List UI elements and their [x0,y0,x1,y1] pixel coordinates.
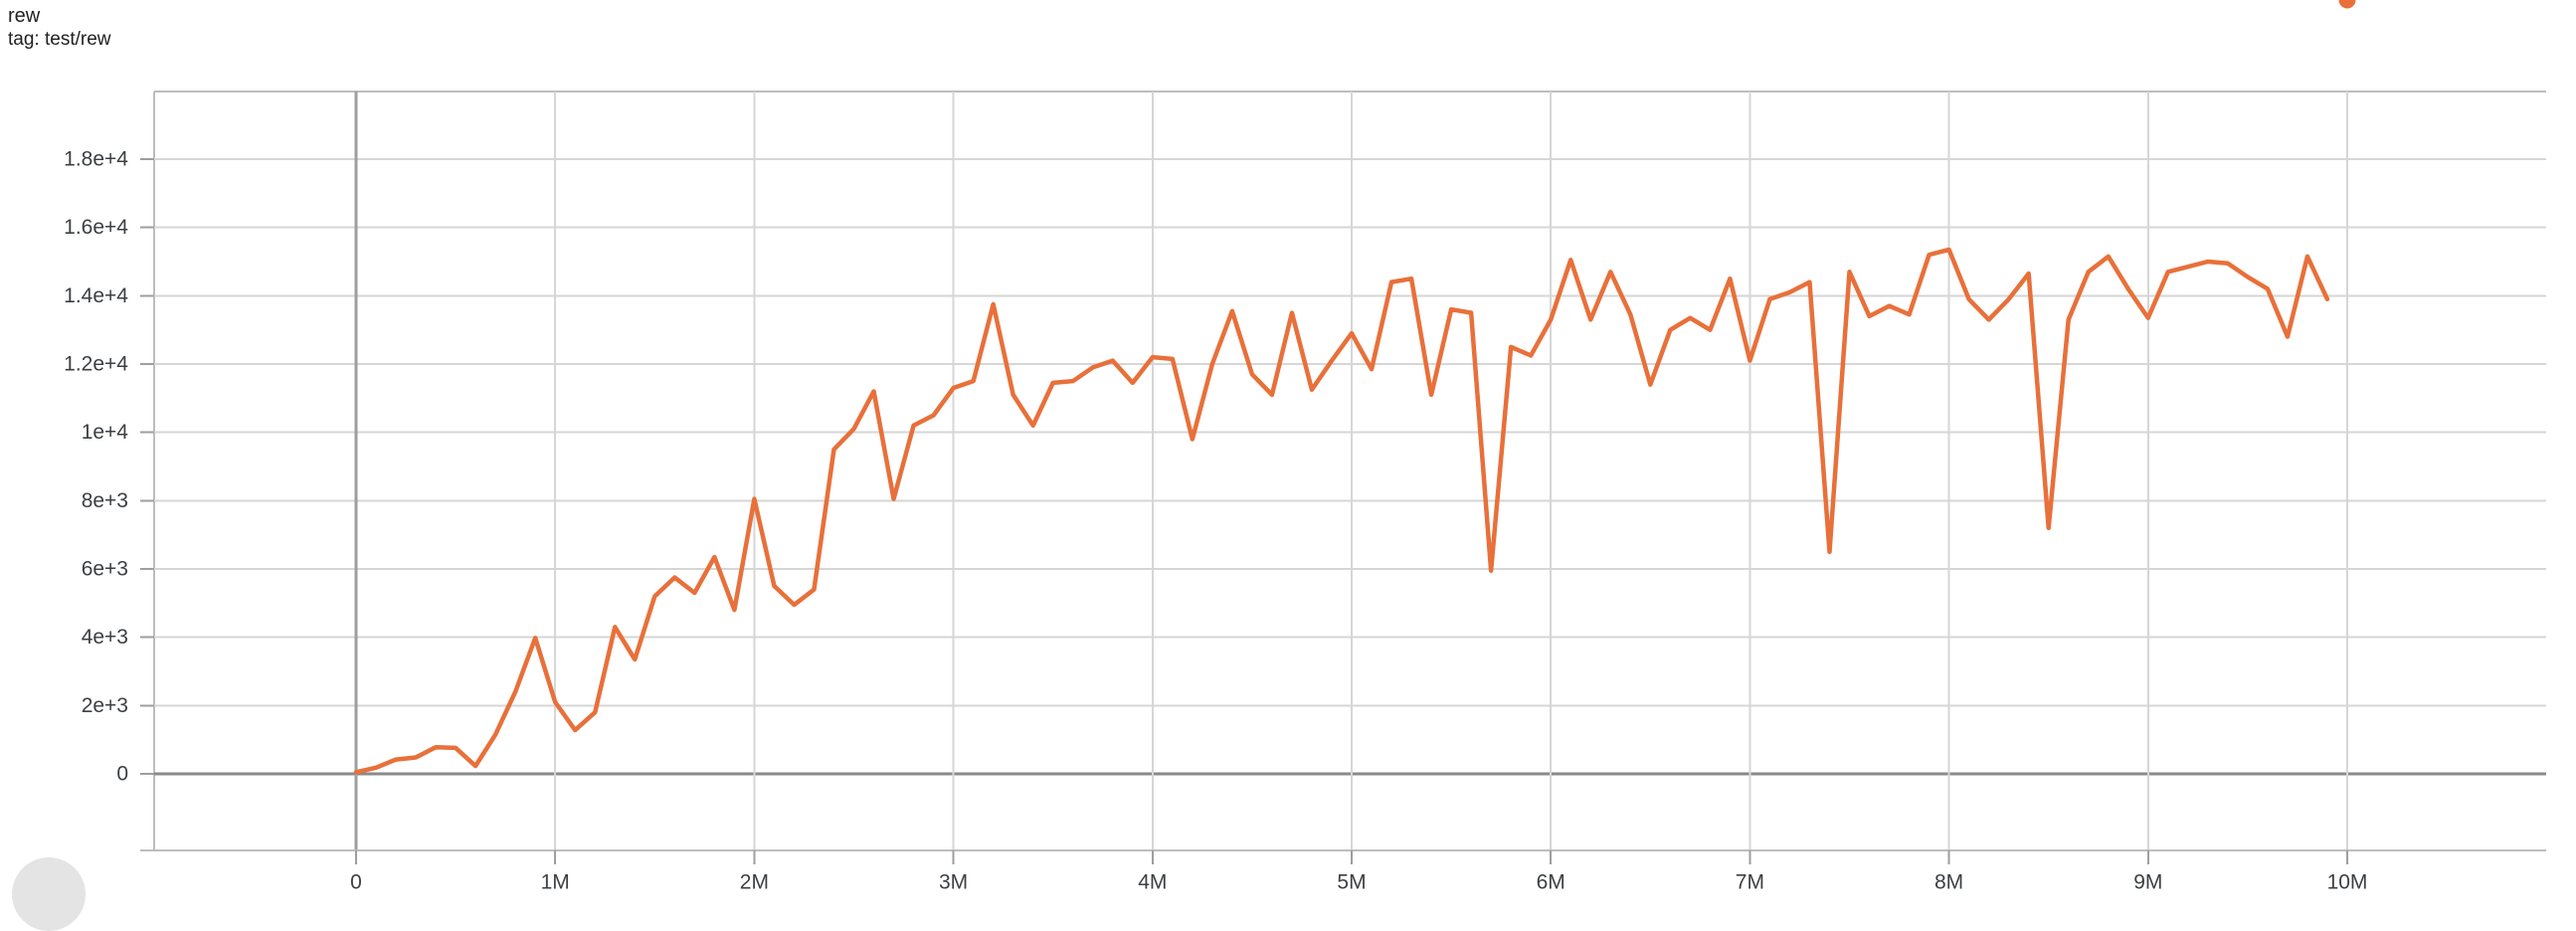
page-title: rew [8,5,41,27]
x-axis-tick-label: 8M [1934,870,1963,893]
y-axis-tick-label: 1e+4 [82,421,129,444]
series-last-point-marker[interactable] [2338,0,2356,9]
floating-action-button[interactable] [12,857,86,931]
x-axis-tick-label: 5M [1337,870,1366,893]
y-axis-tick-label: 8e+3 [82,489,128,512]
chart-tag-label: tag: test/rew [8,29,111,50]
tick-marks [140,158,2348,864]
y-axis-tick-label: 1.8e+4 [64,148,128,171]
y-axis-tick-label: 4e+3 [82,626,128,649]
gridlines [140,91,2546,851]
y-axis-tick-label: 1.2e+4 [64,353,128,376]
plot-area[interactable]: 0 2e+3 4e+3 6e+3 8e+3 1e+4 1.2e+4 1.4e+4 1.6e+4 1… [0,0,2576,897]
x-axis-tick-label: 4M [1138,870,1167,893]
y-axis-tick-label: 2e+3 [82,694,128,717]
x-axis-tick-label: 1M [541,870,570,893]
x-axis-tick-label: 2M [740,870,769,893]
series-line-test-rew [353,247,2330,775]
x-axis-tick-label: 10M [2327,870,2368,893]
x-axis-tick-label: 6M [1537,870,1565,893]
y-axis-tick-label: 1.4e+4 [64,284,128,307]
series-group [353,0,2356,775]
x-axis-tick-label: 9M [2133,870,2162,893]
chart-header: rew tag: test/rew [8,4,605,52]
y-axis-tick-label: 6e+3 [82,558,128,581]
x-axis-tick-label: 3M [939,870,968,893]
y-axis-tick-label: 1.6e+4 [64,216,128,239]
x-axis-tick-label: 7M [1736,870,1764,893]
y-axis-labels: 0 2e+3 4e+3 6e+3 8e+3 1e+4 1.2e+4 1.4e+4 1.6e+4 1… [64,148,128,786]
x-axis-labels: 0 1M 2M 3M 4M 5M 6M 7M 8M 9M 10M [350,870,2367,893]
x-axis-tick-label: 0 [350,870,362,893]
y-axis-tick-label: 0 [116,763,128,786]
line-chart-svg[interactable]: 0 2e+3 4e+3 6e+3 8e+3 1e+4 1.2e+4 1.4e+4 1.6e+4 1… [0,0,2576,897]
